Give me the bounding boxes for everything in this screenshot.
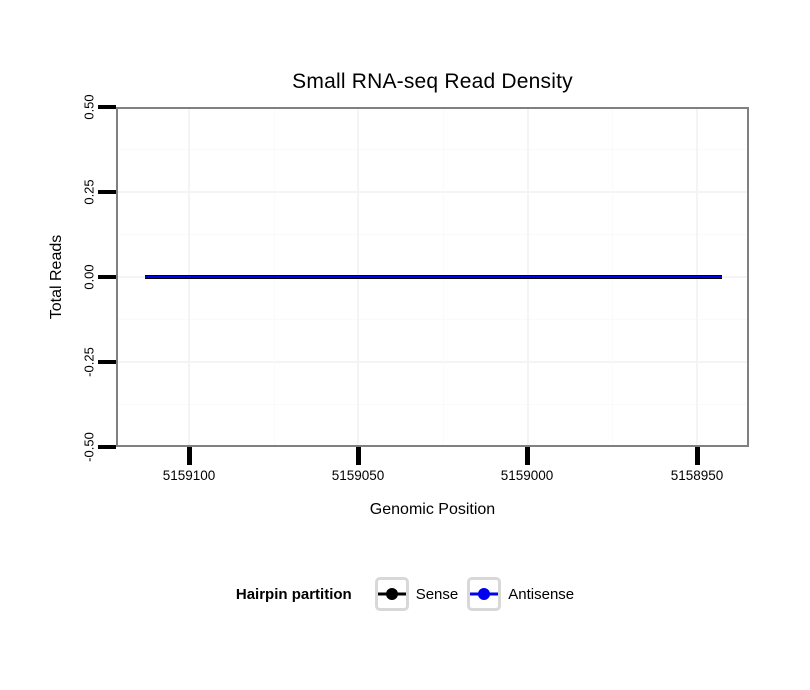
- legend-label-antisense: Antisense: [508, 585, 575, 603]
- gridline-major-h: [118, 361, 747, 363]
- y-tick-label: 0.25: [81, 179, 97, 205]
- x-tick-mark: [187, 447, 192, 465]
- chart-title: Small RNA-seq Read Density: [292, 70, 573, 93]
- legend: Hairpin partition Sense Antisense: [0, 577, 810, 611]
- y-tick-mark: [98, 360, 116, 364]
- x-axis-title: Genomic Position: [369, 501, 496, 518]
- legend-key-box: [467, 577, 502, 611]
- y-tick-label: -0.50: [81, 432, 97, 462]
- data-layer: [145, 275, 722, 279]
- y-tick-label: 0.50: [81, 94, 97, 120]
- line-dot-icon: [470, 588, 499, 600]
- legend-dot: [385, 588, 398, 600]
- y-axis-title: Total Reads: [48, 234, 65, 320]
- x-tick-mark: [356, 447, 361, 465]
- gridline-minor-h: [118, 149, 747, 150]
- legend-key-box: [374, 577, 409, 611]
- y-tick-label: -0.25: [81, 347, 97, 377]
- legend-dot: [478, 588, 491, 600]
- gridline-minor-h: [118, 404, 747, 405]
- gridline-minor-h: [118, 234, 747, 235]
- x-tick-label: 5159100: [162, 468, 216, 483]
- x-tick-label: 5159000: [500, 468, 554, 483]
- legend-entry-antisense: Antisense: [467, 577, 574, 611]
- y-tick-mark: [98, 275, 116, 279]
- x-tick-label: 5159050: [331, 468, 385, 483]
- x-tick-mark: [695, 447, 700, 465]
- x-tick-label: 5158950: [670, 468, 724, 483]
- y-tick-mark: [98, 445, 116, 449]
- line-dot-icon: [377, 588, 406, 600]
- legend-title: Hairpin partition: [235, 585, 352, 603]
- plot-panel: [116, 107, 749, 447]
- legend-label-sense: Sense: [415, 585, 459, 603]
- y-tick-mark: [98, 190, 116, 194]
- y-tick-mark: [98, 105, 116, 109]
- legend-entry-sense: Sense: [374, 577, 459, 611]
- x-tick-mark: [525, 447, 530, 465]
- gridline-minor-h: [118, 319, 747, 320]
- y-tick-label: 0.00: [81, 264, 97, 290]
- gridline-major-h: [118, 191, 747, 193]
